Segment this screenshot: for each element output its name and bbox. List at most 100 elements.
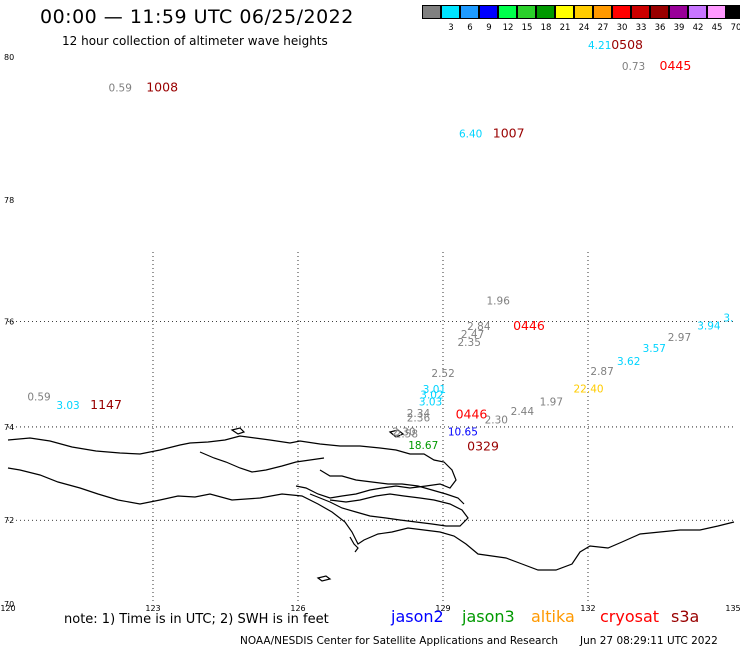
scale-swatch bbox=[555, 5, 574, 19]
wave-height-value: 0.73 bbox=[622, 61, 645, 73]
scale-swatch bbox=[574, 5, 593, 19]
scale-swatch bbox=[536, 5, 555, 19]
wave-height-value: 2.87 bbox=[590, 366, 613, 378]
wave-height-value: 2.34 bbox=[407, 408, 431, 420]
scale-swatch bbox=[631, 5, 650, 19]
pass-time-label: 1007 bbox=[493, 125, 525, 140]
scale-label: 6 bbox=[467, 23, 473, 33]
wave-height-value: 2.30 bbox=[392, 426, 415, 438]
latitude-tick-label: 70 bbox=[4, 600, 14, 609]
wave-height-value: 1.96 bbox=[487, 295, 511, 307]
wave-height-value: 2.97 bbox=[668, 332, 691, 344]
scale-label: 70 bbox=[730, 23, 740, 33]
wave-height-value: 2.58 bbox=[395, 429, 418, 441]
delta-island bbox=[316, 575, 332, 582]
wave-height-readings: 0.59 6.40 4.21 0.73 0.59 3.03 1.96 2.842.472.35… bbox=[27, 40, 733, 452]
wave-height-value: 2.52 bbox=[431, 368, 454, 380]
wave-height-value: 2.30 bbox=[485, 414, 508, 426]
wave-height-value: 3.57 bbox=[643, 343, 666, 355]
page-subtitle: 12 hour collection of altimeter wave hei… bbox=[62, 34, 328, 48]
pass-time-label: 0508 bbox=[611, 37, 643, 52]
delta-island bbox=[349, 536, 359, 553]
pass-time-label: 0446 bbox=[456, 407, 488, 422]
scale-label: 45 bbox=[711, 23, 723, 33]
scale-label: 39 bbox=[673, 23, 685, 33]
longitude-tick-label: 120 bbox=[0, 604, 15, 613]
satellite-name: jason3 bbox=[462, 607, 515, 626]
latitude-tick-label: 78 bbox=[4, 196, 14, 205]
scale-swatch bbox=[669, 5, 688, 19]
delta-channel bbox=[309, 493, 469, 527]
scale-label: 36 bbox=[654, 23, 666, 33]
delta-channel bbox=[199, 451, 325, 473]
scale-label: 21 bbox=[559, 23, 571, 33]
wave-height-value: 2.44 bbox=[511, 406, 535, 418]
wave-height-value: 3.03 bbox=[419, 396, 442, 408]
wave-height-value: 0.59 bbox=[27, 391, 50, 403]
longitude-tick-label: 132 bbox=[580, 604, 595, 613]
scale-swatch bbox=[593, 5, 612, 19]
scale-label: 24 bbox=[578, 23, 590, 33]
scale-swatch bbox=[460, 5, 479, 19]
wave-height-value: 2.36 bbox=[407, 412, 431, 424]
scale-swatch bbox=[688, 5, 707, 19]
latitude-tick-label: 80 bbox=[4, 53, 14, 62]
scale-swatch bbox=[422, 5, 441, 19]
scale-label: 42 bbox=[692, 23, 704, 33]
wave-height-value: 3.62 bbox=[617, 356, 640, 368]
satellite-name: cryosat bbox=[600, 607, 660, 626]
scale-label: 30 bbox=[616, 23, 628, 33]
wave-height-value: 2.35 bbox=[458, 337, 481, 349]
latitude-tick-label: 74 bbox=[4, 423, 14, 432]
longitude-tick-label: 123 bbox=[145, 604, 160, 613]
wave-height-value: 3.94 bbox=[697, 320, 721, 332]
pass-time-labels: 1008 1007 0508 0445 1147 0446 0446 0329 bbox=[90, 37, 691, 453]
scale-swatch bbox=[650, 5, 669, 19]
wave-height-value: 2.84 bbox=[467, 321, 491, 333]
pass-time-label: 0445 bbox=[660, 58, 692, 73]
graticule bbox=[8, 252, 733, 604]
satellite-name: s3a bbox=[671, 607, 700, 626]
scale-swatch bbox=[441, 5, 460, 19]
scale-label: 27 bbox=[597, 23, 609, 33]
delta-island bbox=[388, 429, 405, 438]
scale-label: 33 bbox=[635, 23, 647, 33]
scale-label: 9 bbox=[486, 23, 492, 33]
wave-height-value: 3.02 bbox=[420, 389, 443, 401]
scale-swatch bbox=[726, 5, 740, 19]
delta-channel bbox=[319, 469, 465, 505]
longitude-tick-label: 135 bbox=[725, 604, 740, 613]
pass-time-label: 0446 bbox=[513, 318, 545, 333]
satellite-name: altika bbox=[531, 607, 575, 626]
wave-height-value: 22.40 bbox=[574, 384, 604, 396]
lena-delta-coastline bbox=[7, 435, 457, 499]
credit-text: NOAA/NESDIS Center for Satellite Applica… bbox=[240, 635, 558, 647]
axis-labels: 70 72 74 76 78 80 120 123 126 129 132 135 bbox=[0, 53, 740, 613]
pass-time-label: 1147 bbox=[90, 397, 122, 412]
wave-height-value: 3.01 bbox=[423, 384, 446, 396]
scale-label: 12 bbox=[502, 23, 514, 33]
scale-swatch bbox=[479, 5, 498, 19]
scale-swatch bbox=[612, 5, 631, 19]
pass-time-label: 1008 bbox=[146, 80, 178, 95]
wave-height-value: 3. bbox=[723, 313, 733, 325]
satellite-name: jason2 bbox=[391, 607, 444, 626]
mainland-coastline bbox=[7, 467, 735, 571]
wave-height-value: 4.21 bbox=[588, 40, 611, 52]
scale-swatch bbox=[498, 5, 517, 19]
scale-swatch bbox=[707, 5, 726, 19]
delta-island bbox=[230, 427, 246, 435]
scale-label: 18 bbox=[540, 23, 552, 33]
scale-swatch bbox=[517, 5, 536, 19]
wave-height-value: 6.40 bbox=[459, 128, 482, 140]
latitude-tick-label: 76 bbox=[4, 318, 14, 327]
generation-timestamp: Jun 27 08:29:11 UTC 2022 bbox=[580, 635, 718, 647]
page-title: 00:00 — 11:59 UTC 06/25/2022 bbox=[40, 6, 354, 28]
scale-label: 3 bbox=[448, 23, 454, 33]
wave-height-value: 3.03 bbox=[56, 400, 79, 412]
wave-height-value: 1.97 bbox=[540, 396, 563, 408]
wave-height-value: 10.65 bbox=[448, 426, 478, 438]
units-note: note: 1) Time is in UTC; 2) SWH is in fe… bbox=[64, 612, 329, 627]
longitude-tick-label: 126 bbox=[290, 604, 305, 613]
